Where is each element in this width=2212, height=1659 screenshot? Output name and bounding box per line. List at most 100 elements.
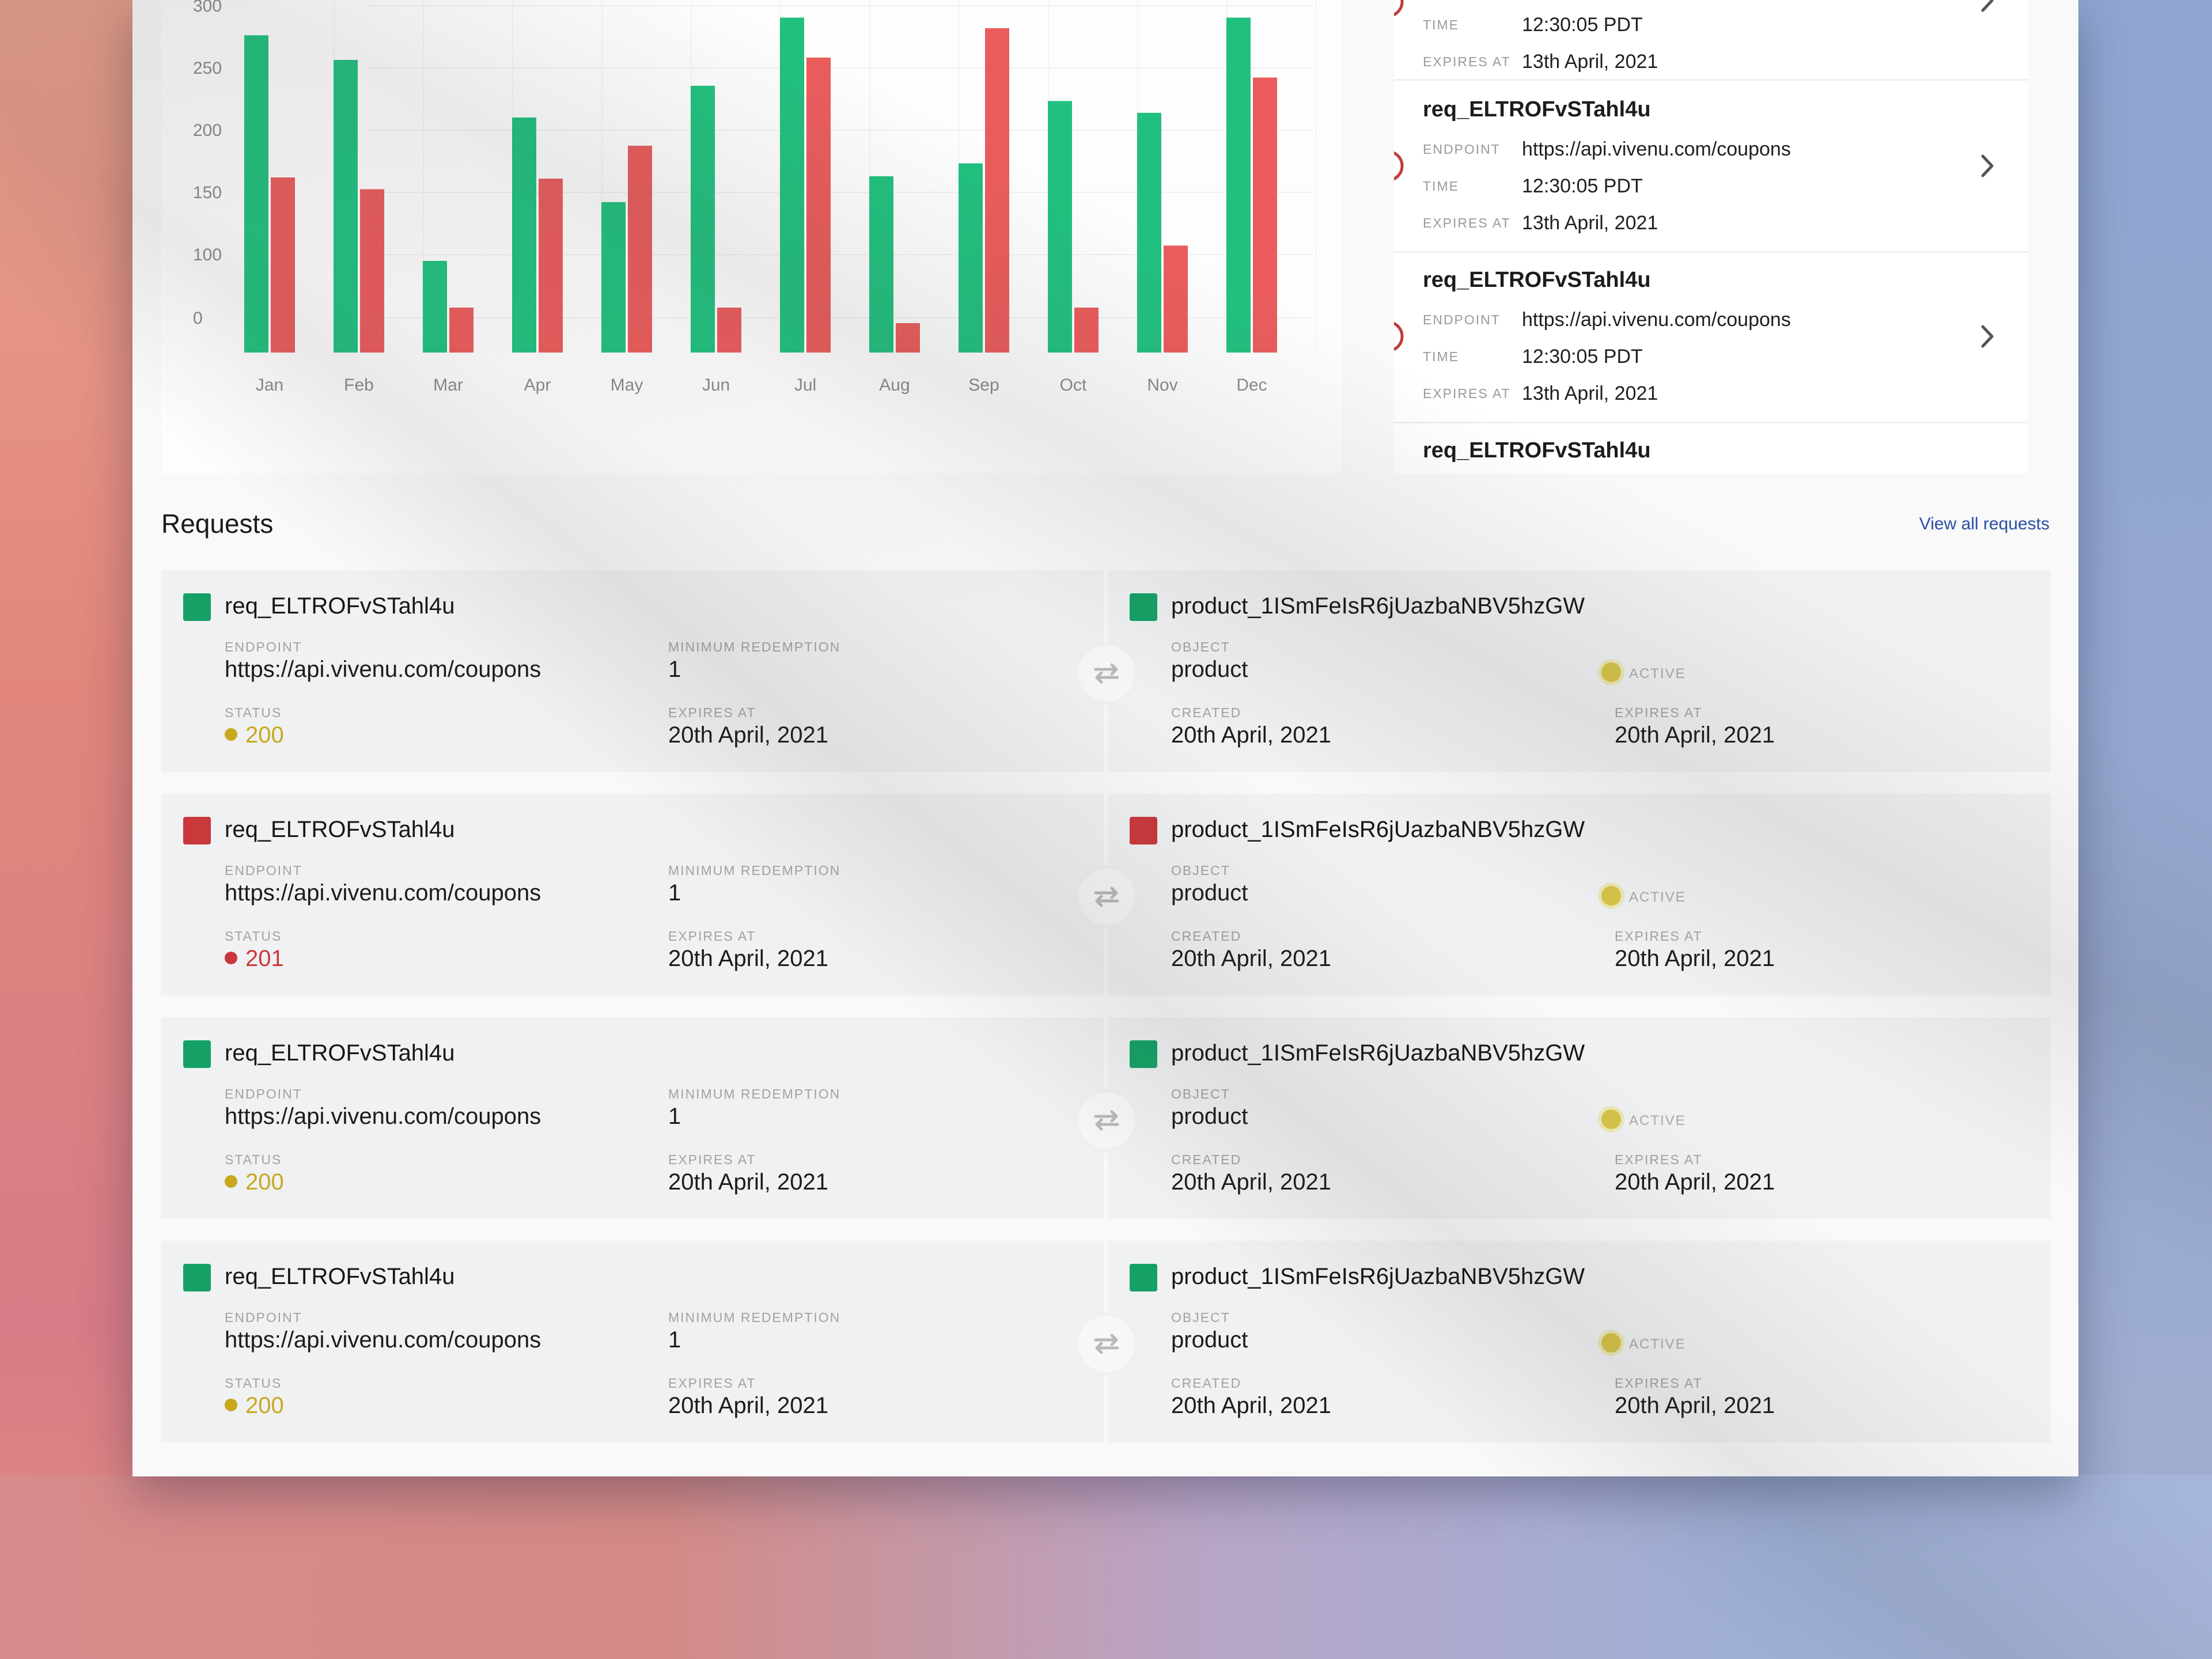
created-label: CREATED <box>1171 929 1242 944</box>
endpoint-label: ENDPOINT <box>225 1086 302 1101</box>
created-label: CREATED <box>1171 1376 1242 1391</box>
side-list-item[interactable]: TIME 12:30:05 PDT EXPIRES AT 13th April,… <box>1394 0 2028 81</box>
time-value: 12:30:05 PDT <box>1522 175 1643 197</box>
bar-jul-series-1[interactable] <box>780 17 804 353</box>
expires-value: 13th April, 2021 <box>1522 51 1658 73</box>
bar-feb-series-2[interactable] <box>360 189 384 353</box>
active-status-dot <box>1601 662 1621 682</box>
endpoint-value: https://api.vivenu.com/coupons <box>225 1327 541 1353</box>
product-id[interactable]: product_1ISmFeIsR6jUazbaNBV5hzGW <box>1171 593 1585 619</box>
bar-chart-panel: 300 250 200 150 100 0 Jan Feb Mar Apr May Jun Jul Au… <box>161 0 1342 474</box>
product-expires-value: 20th April, 2021 <box>1615 946 1775 971</box>
bar-aug-series-2[interactable] <box>896 323 920 353</box>
request-id[interactable]: req_ELTROFvSTahl4u <box>225 593 455 619</box>
status-dot <box>225 952 237 965</box>
status-square <box>183 1040 211 1068</box>
bar-oct-series-2[interactable] <box>1074 308 1099 353</box>
bar-jan-series-2[interactable] <box>271 177 295 353</box>
x-tick-label: Mar <box>433 376 463 395</box>
expires-label: EXPIRES AT <box>668 929 756 944</box>
object-value: product <box>1171 657 1248 682</box>
side-list-item[interactable]: req_ELTROFvSTahl4u <box>1394 423 2028 474</box>
swap-button[interactable] <box>1078 1092 1135 1149</box>
bar-jun-series-1[interactable] <box>691 85 715 353</box>
bar-jun-series-2[interactable] <box>717 308 741 353</box>
swap-arrows-icon <box>1094 663 1119 684</box>
status-label: STATUS <box>225 929 282 944</box>
info-circle-icon <box>1394 0 1404 17</box>
time-label: TIME <box>1423 17 1459 32</box>
min-redemption-value: 1 <box>668 1104 681 1129</box>
bar-may-series-1[interactable] <box>601 202 626 353</box>
chevron-right-icon[interactable] <box>1976 0 1999 15</box>
info-circle-icon <box>1394 321 1404 351</box>
request-row[interactable]: req_ELTROFvSTahl4u ENDPOINT https://api.… <box>161 1241 2051 1442</box>
min-redemption-value: 1 <box>668 880 681 906</box>
chevron-right-icon[interactable] <box>1976 322 1999 351</box>
active-label: ACTIVE <box>1629 1113 1686 1128</box>
bar-dec-series-2[interactable] <box>1253 77 1277 353</box>
bar-apr-series-2[interactable] <box>539 179 563 353</box>
side-list-item[interactable]: req_ELTROFvSTahl4u ENDPOINT https://api.… <box>1394 82 2028 253</box>
product-id[interactable]: product_1ISmFeIsR6jUazbaNBV5hzGW <box>1171 817 1585 842</box>
product-expires-value: 20th April, 2021 <box>1615 1393 1775 1418</box>
request-row[interactable]: req_ELTROFvSTahl4u ENDPOINT https://api.… <box>161 1017 2051 1219</box>
bar-mar-series-2[interactable] <box>449 308 474 353</box>
bar-nov-series-2[interactable] <box>1164 245 1188 353</box>
request-half: req_ELTROFvSTahl4u ENDPOINT https://api.… <box>161 1017 1104 1219</box>
bar-mar-series-1[interactable] <box>423 260 447 353</box>
object-label: OBJECT <box>1171 639 1230 654</box>
side-item-title: req_ELTROFvSTahl4u <box>1423 97 1651 122</box>
bar-feb-series-1[interactable] <box>334 60 358 353</box>
side-list-item[interactable]: req_ELTROFvSTahl4u ENDPOINT https://api.… <box>1394 253 2028 423</box>
status-label: STATUS <box>225 1376 282 1391</box>
y-tick-label: 250 <box>193 59 222 78</box>
request-row[interactable]: req_ELTROFvSTahl4u ENDPOINT https://api.… <box>161 794 2051 995</box>
active-label: ACTIVE <box>1629 1336 1686 1352</box>
expires-label: EXPIRES AT <box>1423 386 1511 401</box>
side-expires-row: EXPIRES AT 13th April, 2021 <box>1423 212 1941 235</box>
x-tick-label: Jan <box>256 376 283 395</box>
swap-button[interactable] <box>1078 869 1135 925</box>
status-code: 201 <box>245 946 284 971</box>
bar-sep-series-2[interactable] <box>985 28 1009 353</box>
bar-nov-series-1[interactable] <box>1137 112 1161 353</box>
bar-jan-series-1[interactable] <box>244 35 268 353</box>
bar-dec-series-1[interactable] <box>1226 17 1251 353</box>
bar-aug-series-1[interactable] <box>869 176 893 353</box>
min-redemption-label: MINIMUM REDEMPTION <box>668 1086 841 1101</box>
expires-value: 13th April, 2021 <box>1522 382 1658 404</box>
product-id[interactable]: product_1ISmFeIsR6jUazbaNBV5hzGW <box>1171 1040 1585 1066</box>
request-id[interactable]: req_ELTROFvSTahl4u <box>225 1264 455 1289</box>
bar-jul-series-2[interactable] <box>806 57 831 353</box>
swap-arrows-icon <box>1094 887 1119 907</box>
active-label: ACTIVE <box>1629 889 1686 905</box>
request-row[interactable]: req_ELTROFvSTahl4u ENDPOINT https://api.… <box>161 570 2051 772</box>
x-tick-label: Jun <box>702 376 730 395</box>
swap-arrows-icon <box>1094 1110 1119 1131</box>
bar-may-series-2[interactable] <box>628 145 652 353</box>
object-label: OBJECT <box>1171 1086 1230 1101</box>
endpoint-value: https://api.vivenu.com/coupons <box>225 1104 541 1129</box>
status-label: STATUS <box>225 1152 282 1167</box>
bar-apr-series-1[interactable] <box>512 118 536 353</box>
status-value: 201 <box>225 946 284 972</box>
time-label: TIME <box>1423 349 1459 364</box>
product-id[interactable]: product_1ISmFeIsR6jUazbaNBV5hzGW <box>1171 1264 1585 1289</box>
request-id[interactable]: req_ELTROFvSTahl4u <box>225 817 455 842</box>
status-code: 200 <box>245 1169 284 1195</box>
bar-sep-series-1[interactable] <box>959 163 983 353</box>
bar-oct-series-1[interactable] <box>1048 101 1072 353</box>
side-item-title: req_ELTROFvSTahl4u <box>1423 268 1651 292</box>
object-value: product <box>1171 880 1248 906</box>
request-id[interactable]: req_ELTROFvSTahl4u <box>225 1040 455 1066</box>
swap-button[interactable] <box>1078 645 1135 702</box>
view-all-requests-link[interactable]: View all requests <box>1919 514 2050 533</box>
swap-button[interactable] <box>1078 1316 1135 1372</box>
expires-value: 20th April, 2021 <box>668 1169 828 1195</box>
active-status-dot <box>1601 1109 1621 1129</box>
endpoint-label: ENDPOINT <box>1423 312 1501 327</box>
expires-value: 20th April, 2021 <box>668 722 828 748</box>
status-label: STATUS <box>225 705 282 720</box>
chevron-right-icon[interactable] <box>1976 151 1999 180</box>
